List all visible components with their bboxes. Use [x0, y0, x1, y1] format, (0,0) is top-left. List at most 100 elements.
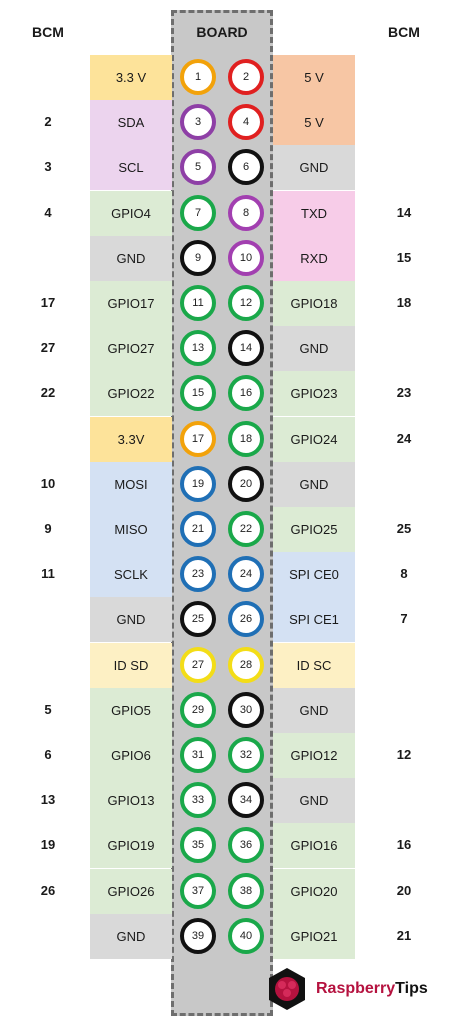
pin-label-left: 3.3 V — [90, 55, 172, 100]
pin-label-right: GPIO23 — [273, 371, 355, 417]
pin-22: 22 — [228, 511, 264, 547]
bcm-number-left: 10 — [40, 475, 56, 491]
pin-label-right: 5 V — [273, 55, 355, 100]
pin-label-left: ID SD — [90, 642, 172, 688]
pin-2: 2 — [228, 59, 264, 95]
bcm-number-right: 21 — [396, 927, 412, 943]
pin-26: 26 — [228, 601, 264, 638]
pin-label-left: GND — [90, 235, 172, 281]
pin-16: 16 — [228, 375, 264, 412]
pin-label-left: GND — [90, 913, 172, 959]
pin-29: 29 — [180, 691, 216, 728]
bcm-number-left: 9 — [44, 521, 52, 536]
bcm-number-left: 17 — [40, 295, 56, 310]
pin-label-right: GPIO24 — [273, 416, 355, 462]
pin-18: 18 — [228, 420, 264, 457]
pin-5: 5 — [180, 149, 216, 186]
pin-9: 9 — [180, 239, 216, 276]
bcm-header-left: BCM — [32, 24, 64, 40]
pin-label-right: SPI CE1 — [273, 597, 355, 643]
bcm-number-right: 24 — [396, 430, 412, 446]
pin-11: 11 — [180, 285, 216, 321]
bcm-number-right: 12 — [396, 747, 412, 762]
pin-3: 3 — [180, 104, 216, 141]
bcm-number-left: 2 — [44, 114, 52, 130]
pin-label-right: ID SC — [273, 642, 355, 688]
pin-label-left: GPIO13 — [90, 778, 172, 824]
pin-label-right: TXD — [273, 190, 355, 236]
pin-13: 13 — [180, 330, 216, 367]
bcm-number-left: 3 — [44, 159, 52, 175]
pin-31: 31 — [180, 737, 216, 773]
pin-40: 40 — [228, 917, 264, 954]
pin-label-right: RXD — [273, 235, 355, 281]
bcm-number-left: 22 — [40, 385, 56, 401]
pin-1: 1 — [180, 59, 216, 95]
pin-label-right: GND — [273, 461, 355, 507]
pin-38: 38 — [228, 872, 264, 909]
pin-4: 4 — [228, 104, 264, 141]
pin-label-right: GPIO20 — [273, 868, 355, 914]
pin-label-left: SCL — [90, 145, 172, 191]
pin-label-left: GPIO19 — [90, 823, 172, 869]
bcm-number-left: 26 — [40, 882, 56, 898]
pin-6: 6 — [228, 149, 264, 186]
pin-37: 37 — [180, 872, 216, 909]
pin-24: 24 — [228, 556, 264, 593]
logo-text-suffix: Tips — [395, 980, 428, 997]
pin-label-right: GPIO16 — [273, 823, 355, 869]
bcm-number-right: 15 — [396, 249, 412, 265]
pin-label-right: 5 V — [273, 100, 355, 146]
pin-label-left: GPIO27 — [90, 326, 172, 372]
pin-label-left: 3.3V — [90, 416, 172, 462]
raspberry-icon — [269, 968, 305, 1010]
logo-text-prefix: Raspberry — [316, 980, 396, 997]
pin-label-right: GPIO21 — [273, 913, 355, 959]
bcm-number-right: 18 — [396, 295, 412, 310]
logo-text: RaspberryTips — [316, 980, 428, 998]
pin-30: 30 — [228, 691, 264, 728]
bcm-number-right: 25 — [396, 521, 412, 536]
bcm-number-right: 20 — [396, 882, 412, 898]
pin-39: 39 — [180, 917, 216, 954]
pin-28: 28 — [228, 646, 264, 683]
pin-label-right: GND — [273, 326, 355, 372]
pin-label-right: GND — [273, 687, 355, 733]
bcm-number-right: 7 — [400, 611, 408, 627]
pin-23: 23 — [180, 556, 216, 593]
bcm-number-left: 4 — [44, 204, 52, 220]
pin-21: 21 — [180, 511, 216, 547]
bcm-number-left: 6 — [44, 747, 52, 762]
pin-label-left: GPIO6 — [90, 733, 172, 778]
pin-label-right: GPIO25 — [273, 507, 355, 552]
bcm-number-right: 14 — [396, 204, 412, 220]
pin-label-left: GPIO22 — [90, 371, 172, 417]
pin-label-right: GND — [273, 145, 355, 191]
bcm-number-left: 11 — [41, 566, 55, 582]
pin-8: 8 — [228, 194, 264, 231]
pin-25: 25 — [180, 601, 216, 638]
bcm-number-left: 13 — [40, 792, 56, 808]
pin-20: 20 — [228, 465, 264, 502]
pin-36: 36 — [228, 827, 264, 864]
pin-12: 12 — [228, 285, 264, 321]
bcm-header-right: BCM — [388, 24, 420, 40]
pin-label-right: SPI CE0 — [273, 552, 355, 598]
pin-label-left: SCLK — [90, 552, 172, 598]
pin-label-left: GND — [90, 597, 172, 643]
pin-label-right: GPIO12 — [273, 733, 355, 778]
pin-19: 19 — [180, 465, 216, 502]
pin-27: 27 — [180, 646, 216, 683]
pin-label-left: GPIO4 — [90, 190, 172, 236]
pin-label-left: MISO — [90, 507, 172, 552]
bcm-number-left: 19 — [40, 837, 56, 853]
bcm-number-left: 27 — [40, 340, 56, 356]
board-title: BOARD — [196, 24, 248, 40]
raspberry-tips-logo: RaspberryTips — [262, 964, 428, 1014]
pin-label-right: GPIO18 — [273, 281, 355, 326]
bcm-number-right: 16 — [396, 837, 412, 853]
pin-label-right: GND — [273, 778, 355, 824]
pin-label-left: GPIO26 — [90, 868, 172, 914]
pin-10: 10 — [228, 239, 264, 276]
pin-label-left: MOSI — [90, 461, 172, 507]
